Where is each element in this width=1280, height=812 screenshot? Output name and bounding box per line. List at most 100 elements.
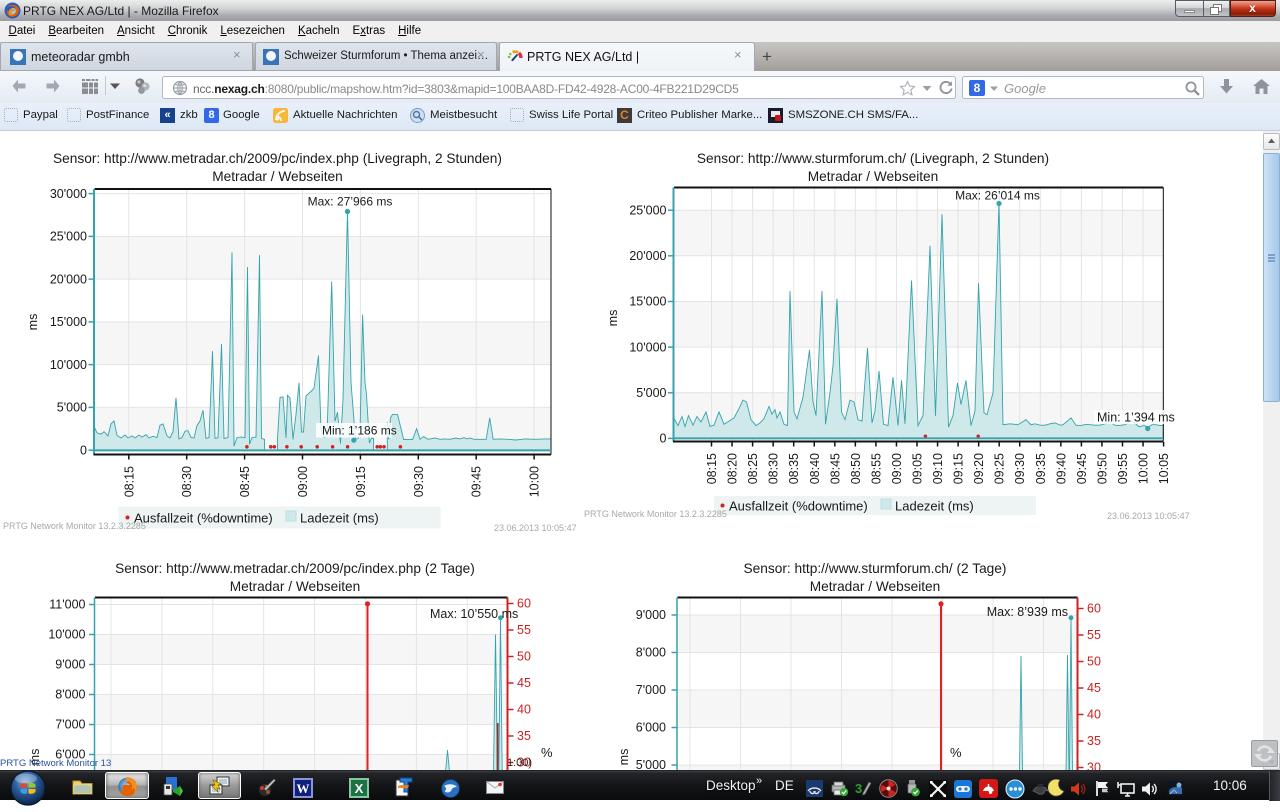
svg-text:11'000: 11'000 — [49, 598, 85, 612]
svg-text:50: 50 — [1087, 655, 1101, 669]
svg-text:10:05: 10:05 — [1157, 453, 1171, 484]
svg-text:5'000: 5'000 — [57, 401, 87, 415]
svg-text:09:00: 09:00 — [296, 466, 310, 497]
svg-text:09:25: 09:25 — [993, 453, 1007, 484]
svg-text:30: 30 — [1087, 761, 1101, 772]
svg-text:6'000: 6'000 — [55, 748, 85, 762]
svg-text:Metradar / Webseiten: Metradar / Webseiten — [810, 579, 941, 594]
svg-text:Ausfallzeit (%downtime): Ausfallzeit (%downtime) — [134, 511, 273, 526]
svg-text:Min: 1’186 ms: Min: 1’186 ms — [322, 424, 397, 438]
svg-text:60: 60 — [1087, 602, 1101, 616]
svg-text:0: 0 — [660, 432, 667, 446]
svg-text:09:55: 09:55 — [1116, 453, 1130, 484]
svg-text:Metradar / Webseiten: Metradar / Webseiten — [808, 169, 939, 184]
svg-text:25'000: 25'000 — [50, 230, 87, 244]
svg-text:6'000: 6'000 — [636, 721, 666, 735]
svg-text:09:05: 09:05 — [911, 453, 925, 484]
svg-text:Ladezeit (ms): Ladezeit (ms) — [895, 499, 974, 514]
svg-text:10'000: 10'000 — [629, 340, 666, 354]
svg-text:08:40: 08:40 — [808, 453, 822, 484]
svg-text:09:50: 09:50 — [1096, 453, 1110, 484]
svg-text:08:35: 08:35 — [787, 453, 801, 484]
svg-text:0: 0 — [80, 443, 87, 457]
svg-text:15'000: 15'000 — [50, 315, 87, 329]
svg-text:09:45: 09:45 — [1075, 453, 1089, 484]
svg-text:08:15: 08:15 — [705, 453, 719, 484]
svg-text:7'000: 7'000 — [636, 683, 666, 697]
svg-text:60: 60 — [517, 597, 531, 611]
svg-text:15'000: 15'000 — [629, 295, 666, 309]
svg-text:50: 50 — [517, 650, 531, 664]
svg-text:Metradar / Webseiten: Metradar / Webseiten — [230, 579, 361, 594]
svg-text:09:40: 09:40 — [1054, 453, 1068, 484]
svg-text:8'000: 8'000 — [55, 688, 85, 702]
svg-text:Sensor: http://www.metradar.ch: Sensor: http://www.metradar.ch/2009/pc/i… — [115, 561, 475, 576]
svg-text:PRTG Network Monitor 13.2.3.22: PRTG Network Monitor 13.2.3.2285 — [584, 509, 727, 519]
svg-text:09:45: 09:45 — [470, 466, 484, 497]
svg-text:PRTG Network Monitor 13: PRTG Network Monitor 13 — [0, 758, 111, 769]
svg-text:08:45: 08:45 — [238, 466, 252, 497]
svg-text:09:15: 09:15 — [952, 453, 966, 484]
svg-text:Min: 1’394 ms: Min: 1’394 ms — [1097, 411, 1175, 425]
svg-text:09:35: 09:35 — [1034, 453, 1048, 484]
svg-text:08:45: 08:45 — [828, 453, 842, 484]
svg-text:ms: ms — [617, 749, 631, 766]
svg-text:Max: 26’014 ms: Max: 26’014 ms — [955, 189, 1040, 203]
svg-text:ms: ms — [606, 310, 620, 327]
svg-text:3: 3 — [855, 781, 862, 796]
svg-text:Max: 27’966 ms: Max: 27’966 ms — [308, 195, 393, 209]
svg-text:08:30: 08:30 — [180, 466, 194, 497]
svg-text:Max: 8’939 ms: Max: 8’939 ms — [987, 605, 1068, 619]
svg-text:1:00): 1:00) — [507, 757, 532, 769]
svg-text:10'000: 10'000 — [48, 628, 85, 642]
svg-text:Max: 10’550 ms: Max: 10’550 ms — [430, 607, 518, 621]
svg-text:55: 55 — [517, 623, 531, 637]
svg-text:Ausfallzeit (%downtime): Ausfallzeit (%downtime) — [729, 499, 868, 514]
svg-text:08:30: 08:30 — [767, 453, 781, 484]
svg-text:08:50: 08:50 — [849, 453, 863, 484]
svg-text:23.06.2013 10:05:47: 23.06.2013 10:05:47 — [494, 523, 577, 533]
svg-text:Sensor: http://www.sturmforum.: Sensor: http://www.sturmforum.ch/ (2 Tag… — [744, 561, 1007, 576]
svg-text:Sensor: http://www.sturmforum.: Sensor: http://www.sturmforum.ch/ (Liveg… — [697, 151, 1049, 166]
svg-text:09:15: 09:15 — [354, 466, 368, 497]
svg-text:ms: ms — [28, 749, 42, 766]
svg-text:30'000: 30'000 — [50, 187, 87, 201]
svg-text:09:00: 09:00 — [890, 453, 904, 484]
svg-text:20'000: 20'000 — [50, 272, 87, 286]
svg-text:40: 40 — [517, 703, 531, 717]
svg-text:10:00: 10:00 — [1137, 453, 1151, 484]
svg-text:40: 40 — [1087, 708, 1101, 722]
svg-text:%: % — [541, 745, 553, 760]
svg-text:55: 55 — [1087, 628, 1101, 642]
svg-text:45: 45 — [1087, 681, 1101, 695]
svg-text:Ladezeit (ms): Ladezeit (ms) — [300, 511, 379, 526]
svg-text:08:15: 08:15 — [122, 466, 136, 497]
svg-text:9'000: 9'000 — [636, 608, 666, 622]
svg-text:09:30: 09:30 — [1013, 453, 1027, 484]
svg-text:8'000: 8'000 — [636, 646, 666, 660]
svg-text:35: 35 — [1087, 734, 1101, 748]
svg-text:7'000: 7'000 — [55, 718, 85, 732]
svg-text:ms: ms — [26, 314, 40, 331]
svg-text:09:20: 09:20 — [972, 453, 986, 484]
svg-text:10:00: 10:00 — [528, 466, 542, 497]
svg-text:PRTG Network Monitor 13.2.3.22: PRTG Network Monitor 13.2.3.2285 — [3, 521, 146, 531]
svg-text:08:25: 08:25 — [746, 453, 760, 484]
svg-text:Sensor: http://www.metradar.ch: Sensor: http://www.metradar.ch/2009/pc/i… — [53, 151, 502, 166]
svg-text:09:30: 09:30 — [412, 466, 426, 497]
svg-text:5'000: 5'000 — [636, 758, 666, 772]
svg-text:Metradar / Webseiten: Metradar / Webseiten — [212, 169, 343, 184]
svg-text:5'000: 5'000 — [636, 386, 666, 400]
svg-text:%: % — [950, 745, 962, 760]
svg-text:10'000: 10'000 — [50, 358, 87, 372]
svg-text:45: 45 — [517, 676, 531, 690]
svg-text:30: 30 — [517, 756, 531, 770]
svg-text:9'000: 9'000 — [55, 658, 85, 672]
svg-text:08:20: 08:20 — [726, 453, 740, 484]
svg-text:35: 35 — [517, 729, 531, 743]
svg-text:25'000: 25'000 — [629, 203, 666, 217]
svg-text:09:10: 09:10 — [931, 453, 945, 484]
svg-text:08:55: 08:55 — [869, 453, 883, 484]
svg-text:23.06.2013 10:05:47: 23.06.2013 10:05:47 — [1107, 511, 1190, 521]
svg-text:20'000: 20'000 — [629, 249, 666, 263]
